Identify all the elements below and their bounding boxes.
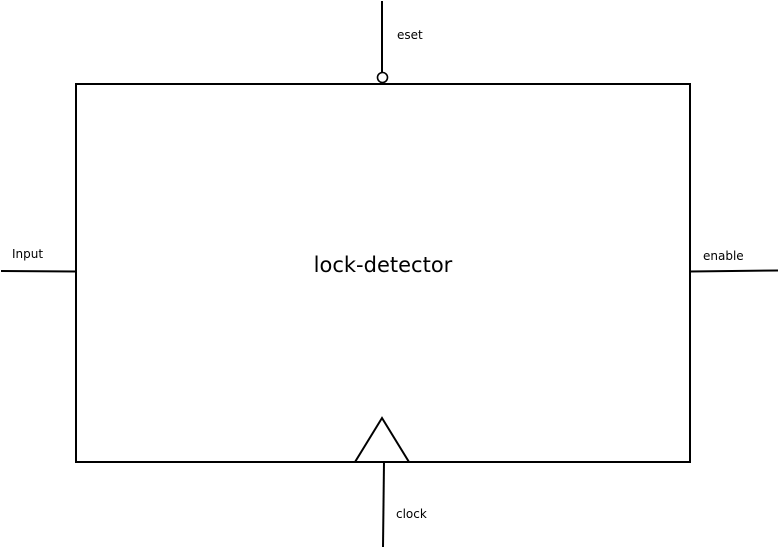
enable-wire	[689, 269, 779, 273]
reset-inversion-bubble	[376, 71, 389, 84]
reset-pin-label: eset	[397, 28, 423, 42]
block-title: lock-detector	[314, 253, 453, 277]
input-wire	[0, 270, 77, 273]
clock-wire	[382, 461, 385, 548]
clock-pin-label: clock	[396, 507, 427, 521]
clock-triangle-icon	[354, 416, 410, 463]
enable-pin-label: enable	[703, 249, 744, 263]
input-pin-label: Input	[12, 247, 43, 261]
lock-detector-block	[75, 83, 691, 463]
